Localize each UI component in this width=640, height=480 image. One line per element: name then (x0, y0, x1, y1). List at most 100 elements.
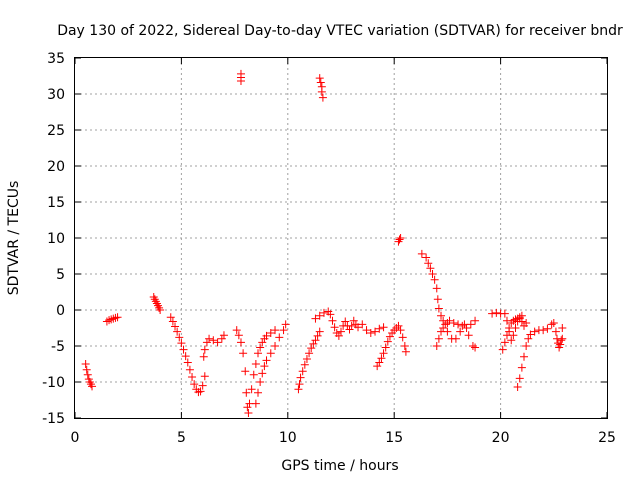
data-point (522, 342, 531, 350)
data-point (88, 382, 97, 391)
data-point (298, 367, 307, 376)
data-point (181, 352, 190, 361)
data-point (199, 352, 208, 361)
data-point (385, 332, 394, 341)
data-point (318, 93, 327, 102)
data-point (471, 343, 480, 352)
data-point (151, 297, 160, 306)
data-point (432, 342, 441, 350)
data-point (234, 331, 243, 340)
data-point (539, 326, 548, 335)
data-point (254, 349, 263, 358)
data-point (251, 360, 260, 368)
data-point (381, 343, 390, 352)
data-point (345, 325, 354, 334)
data-point (396, 326, 405, 335)
data-point (558, 334, 567, 343)
axis-ticks: 0 5 10 15 20 25 -15 -10 -5 0 5 10 15 20 25 30 35 (42, 51, 616, 446)
data-point (281, 320, 290, 329)
data-point (445, 316, 454, 325)
data-point (311, 314, 320, 323)
data-point (471, 316, 480, 325)
data-point (102, 317, 111, 326)
data-point (171, 322, 180, 331)
data-point (316, 78, 325, 87)
x-tick-label: 0 (71, 430, 80, 446)
data-point (366, 329, 375, 338)
data-point (556, 340, 565, 349)
data-point (326, 310, 335, 319)
data-point (295, 380, 304, 389)
y-tick-label: 5 (56, 267, 65, 283)
data-point (505, 324, 514, 332)
data-point (433, 295, 442, 304)
data-point (175, 333, 184, 342)
data-point (424, 259, 433, 268)
data-point (441, 320, 450, 329)
data-point (153, 301, 162, 310)
data-point (236, 338, 245, 347)
data-point (513, 314, 522, 323)
data-point (460, 320, 469, 329)
data-point (305, 349, 314, 358)
y-tick-label: -10 (42, 375, 65, 391)
data-point (373, 362, 382, 371)
data-point (241, 367, 250, 376)
y-tick-label: 10 (47, 231, 65, 247)
data-point (515, 374, 524, 383)
data-point (557, 336, 566, 345)
data-point (302, 354, 311, 363)
data-point (190, 380, 199, 389)
data-point (315, 327, 324, 336)
data-point (213, 338, 222, 347)
data-point (183, 358, 192, 367)
data-point (371, 327, 380, 336)
data-point (198, 381, 207, 390)
data-point (426, 264, 435, 273)
data-point (200, 345, 209, 354)
data-point (375, 324, 384, 333)
data-point (515, 313, 524, 322)
data-point (271, 326, 280, 335)
data-point (511, 315, 520, 324)
data-point (439, 324, 448, 332)
data-point (202, 338, 211, 347)
data-point (530, 327, 539, 336)
data-point (547, 320, 556, 329)
chart-title: Day 130 of 2022, Sidereal Day-to-day VTE… (57, 23, 623, 39)
data-point (317, 87, 326, 96)
data-point (188, 372, 197, 381)
data-point (517, 363, 526, 372)
data-point (558, 324, 567, 332)
data-point (383, 337, 392, 346)
data-point (451, 334, 460, 343)
data-point (152, 299, 161, 308)
data-point (417, 249, 426, 258)
data-point (271, 342, 280, 350)
data-point (155, 303, 164, 312)
data-point (428, 270, 437, 278)
data-point (81, 360, 90, 368)
data-point (247, 385, 256, 394)
data-point (279, 326, 288, 335)
data-point (507, 318, 516, 327)
data-point (256, 378, 265, 386)
data-point (520, 352, 529, 361)
x-tick-label: 10 (279, 430, 297, 446)
data-point (105, 316, 114, 325)
data-point (379, 349, 388, 358)
data-point (150, 295, 159, 304)
data-point (347, 321, 356, 330)
data-point (509, 316, 518, 325)
data-point (543, 324, 552, 333)
data-point (205, 334, 214, 343)
data-point (524, 334, 533, 343)
data-point (377, 354, 386, 363)
data-point (83, 370, 92, 379)
data-point (196, 387, 205, 396)
data-point (354, 323, 363, 332)
data-point (173, 327, 182, 336)
data-point (266, 329, 275, 338)
data-point (266, 349, 275, 358)
